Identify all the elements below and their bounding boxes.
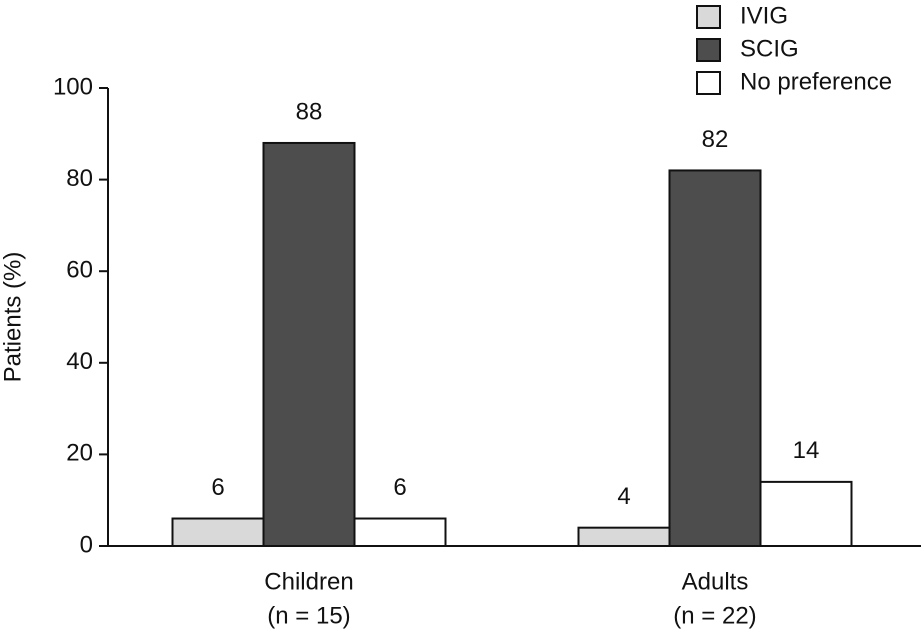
legend-swatch — [696, 5, 721, 29]
y-axis-label: Patients (%) — [0, 252, 26, 383]
x-tick-note: (n = 15) — [267, 602, 350, 629]
data-label: 14 — [793, 437, 820, 464]
legend-label: No preference — [740, 68, 892, 95]
x-tick-note: (n = 22) — [673, 602, 756, 629]
bar — [668, 169, 762, 547]
data-label: 4 — [617, 483, 630, 510]
y-tick-label: 60 — [66, 257, 93, 284]
y-tick-label: 40 — [66, 348, 93, 375]
bar — [262, 141, 356, 548]
bar — [759, 480, 853, 548]
legend-label: IVIG — [740, 2, 788, 29]
bar — [353, 517, 447, 548]
data-label: 6 — [211, 474, 224, 501]
bar — [171, 517, 265, 548]
y-tick-label: 20 — [66, 440, 93, 467]
data-label: 88 — [296, 98, 323, 125]
bar — [577, 526, 671, 547]
y-tick-label: 100 — [53, 73, 93, 100]
y-tick-label: 80 — [66, 165, 93, 192]
data-label: 6 — [393, 474, 406, 501]
data-label: 82 — [702, 126, 729, 153]
legend-swatch — [696, 38, 721, 62]
y-tick-label: 0 — [80, 531, 93, 558]
legend-label: SCIG — [740, 35, 799, 62]
x-tick-label: Children — [264, 568, 353, 595]
legend-swatch — [696, 71, 721, 95]
x-tick-label: Adults — [682, 568, 749, 595]
